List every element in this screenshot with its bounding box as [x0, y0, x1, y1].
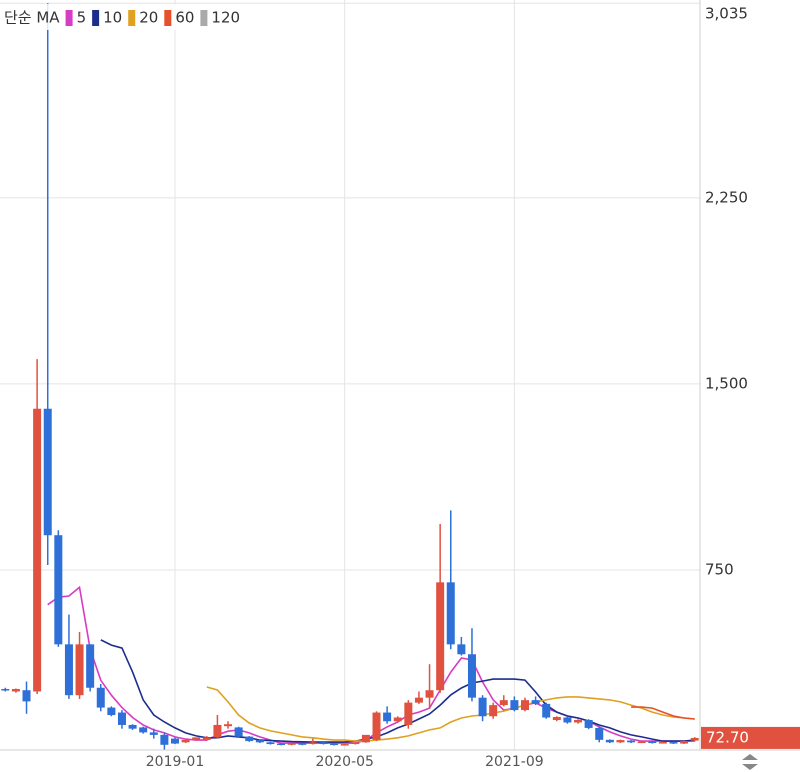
candle-body	[224, 724, 233, 727]
candle-body	[266, 742, 275, 745]
grid	[0, 0, 700, 750]
y-tick-label: 750	[705, 560, 734, 578]
candle-body	[489, 705, 498, 717]
candle-body	[605, 739, 614, 743]
candle-body	[531, 700, 540, 704]
candle-body	[584, 719, 593, 728]
legend-swatch	[128, 10, 136, 26]
x-tick-label: 2019-01	[146, 754, 205, 770]
candle-body	[340, 744, 349, 746]
candle-body	[54, 535, 63, 645]
candle-body	[33, 408, 42, 692]
candle-body	[680, 741, 689, 744]
legend-label: 5	[77, 9, 87, 27]
candle-body	[149, 732, 158, 735]
candle-body	[96, 687, 105, 708]
candle-body	[563, 717, 572, 723]
candle-body	[287, 743, 296, 745]
candle-body	[234, 727, 243, 737]
legend-swatch	[65, 10, 73, 26]
candle-body	[213, 724, 222, 738]
ma-line	[631, 706, 695, 720]
candle-body	[436, 582, 445, 691]
candle-body	[11, 688, 20, 692]
candle-body	[457, 644, 466, 655]
scroll-up[interactable]	[742, 754, 758, 760]
candle-body	[690, 737, 699, 741]
candle-body	[181, 739, 190, 743]
candle-body	[467, 654, 476, 698]
candle-body	[43, 408, 52, 536]
candle-body	[22, 690, 31, 702]
candle-body	[595, 727, 604, 740]
legend-label: 20	[139, 9, 158, 27]
candle-body	[542, 703, 551, 718]
candle-body	[330, 743, 339, 746]
candle-body	[351, 742, 360, 745]
legend: 단순 MA 5 10 20 60 120	[0, 4, 247, 30]
candle-body	[1, 688, 10, 691]
candle-body	[86, 644, 95, 688]
candle-body	[319, 742, 328, 745]
y-tick-label: 2,250	[705, 188, 748, 206]
legend-label: 60	[175, 9, 194, 27]
candle-body	[171, 738, 179, 744]
candle-body	[128, 724, 137, 729]
legend-swatch	[200, 10, 208, 26]
ma-line	[100, 639, 695, 743]
labels: 750 1,500 2,250 3,035 2019-01 2020-05 2021-09 7…	[146, 5, 800, 770]
candle-body	[414, 697, 423, 703]
scroll-down[interactable]	[742, 764, 758, 770]
x-tick-label: 2020-05	[315, 754, 374, 770]
candle-body	[245, 736, 254, 742]
candle-body	[393, 717, 402, 722]
candle-body	[277, 743, 286, 746]
candle-body	[521, 700, 529, 711]
current-price-box	[701, 726, 800, 749]
candle-body	[478, 697, 487, 717]
candle-body	[64, 644, 73, 696]
candle-body	[446, 582, 455, 645]
candle-body	[107, 707, 116, 716]
candle-body	[192, 737, 201, 740]
candles	[1, 3, 699, 750]
legend-swatch	[92, 10, 100, 26]
candle-body	[499, 700, 508, 706]
candle-body	[202, 737, 211, 740]
candle-body	[637, 741, 646, 744]
x-tick-label: 2021-09	[485, 754, 544, 770]
scroll-handle[interactable]	[742, 754, 758, 770]
candle-body	[574, 719, 583, 723]
candle-body	[648, 741, 657, 744]
candle-body	[75, 644, 84, 696]
candle-body	[425, 690, 434, 698]
candle-body	[383, 712, 392, 722]
candle-body	[658, 742, 667, 744]
candle-body	[552, 717, 561, 720]
legend-title: 단순 MA	[4, 9, 60, 27]
candle-body	[117, 712, 126, 725]
candle-body	[139, 727, 148, 733]
legend-label: 120	[211, 9, 240, 27]
candle-body	[404, 702, 413, 725]
y-tick-label: 3,035	[705, 5, 748, 23]
candle-body	[255, 740, 264, 743]
legend-label: 10	[103, 9, 122, 27]
candle-body	[669, 742, 678, 744]
candle-body	[298, 743, 307, 745]
y-tick-label: 1,500	[705, 374, 748, 392]
candle-body	[308, 742, 317, 745]
candle-body	[616, 740, 625, 743]
candle-body	[627, 740, 636, 743]
ma-line	[206, 686, 695, 742]
candle-body	[372, 712, 381, 740]
candle-body	[510, 700, 519, 711]
legend-swatch	[164, 10, 172, 26]
current-price-label: 72.70	[706, 728, 749, 746]
candle-body	[160, 734, 169, 745]
candle-body	[361, 734, 370, 743]
